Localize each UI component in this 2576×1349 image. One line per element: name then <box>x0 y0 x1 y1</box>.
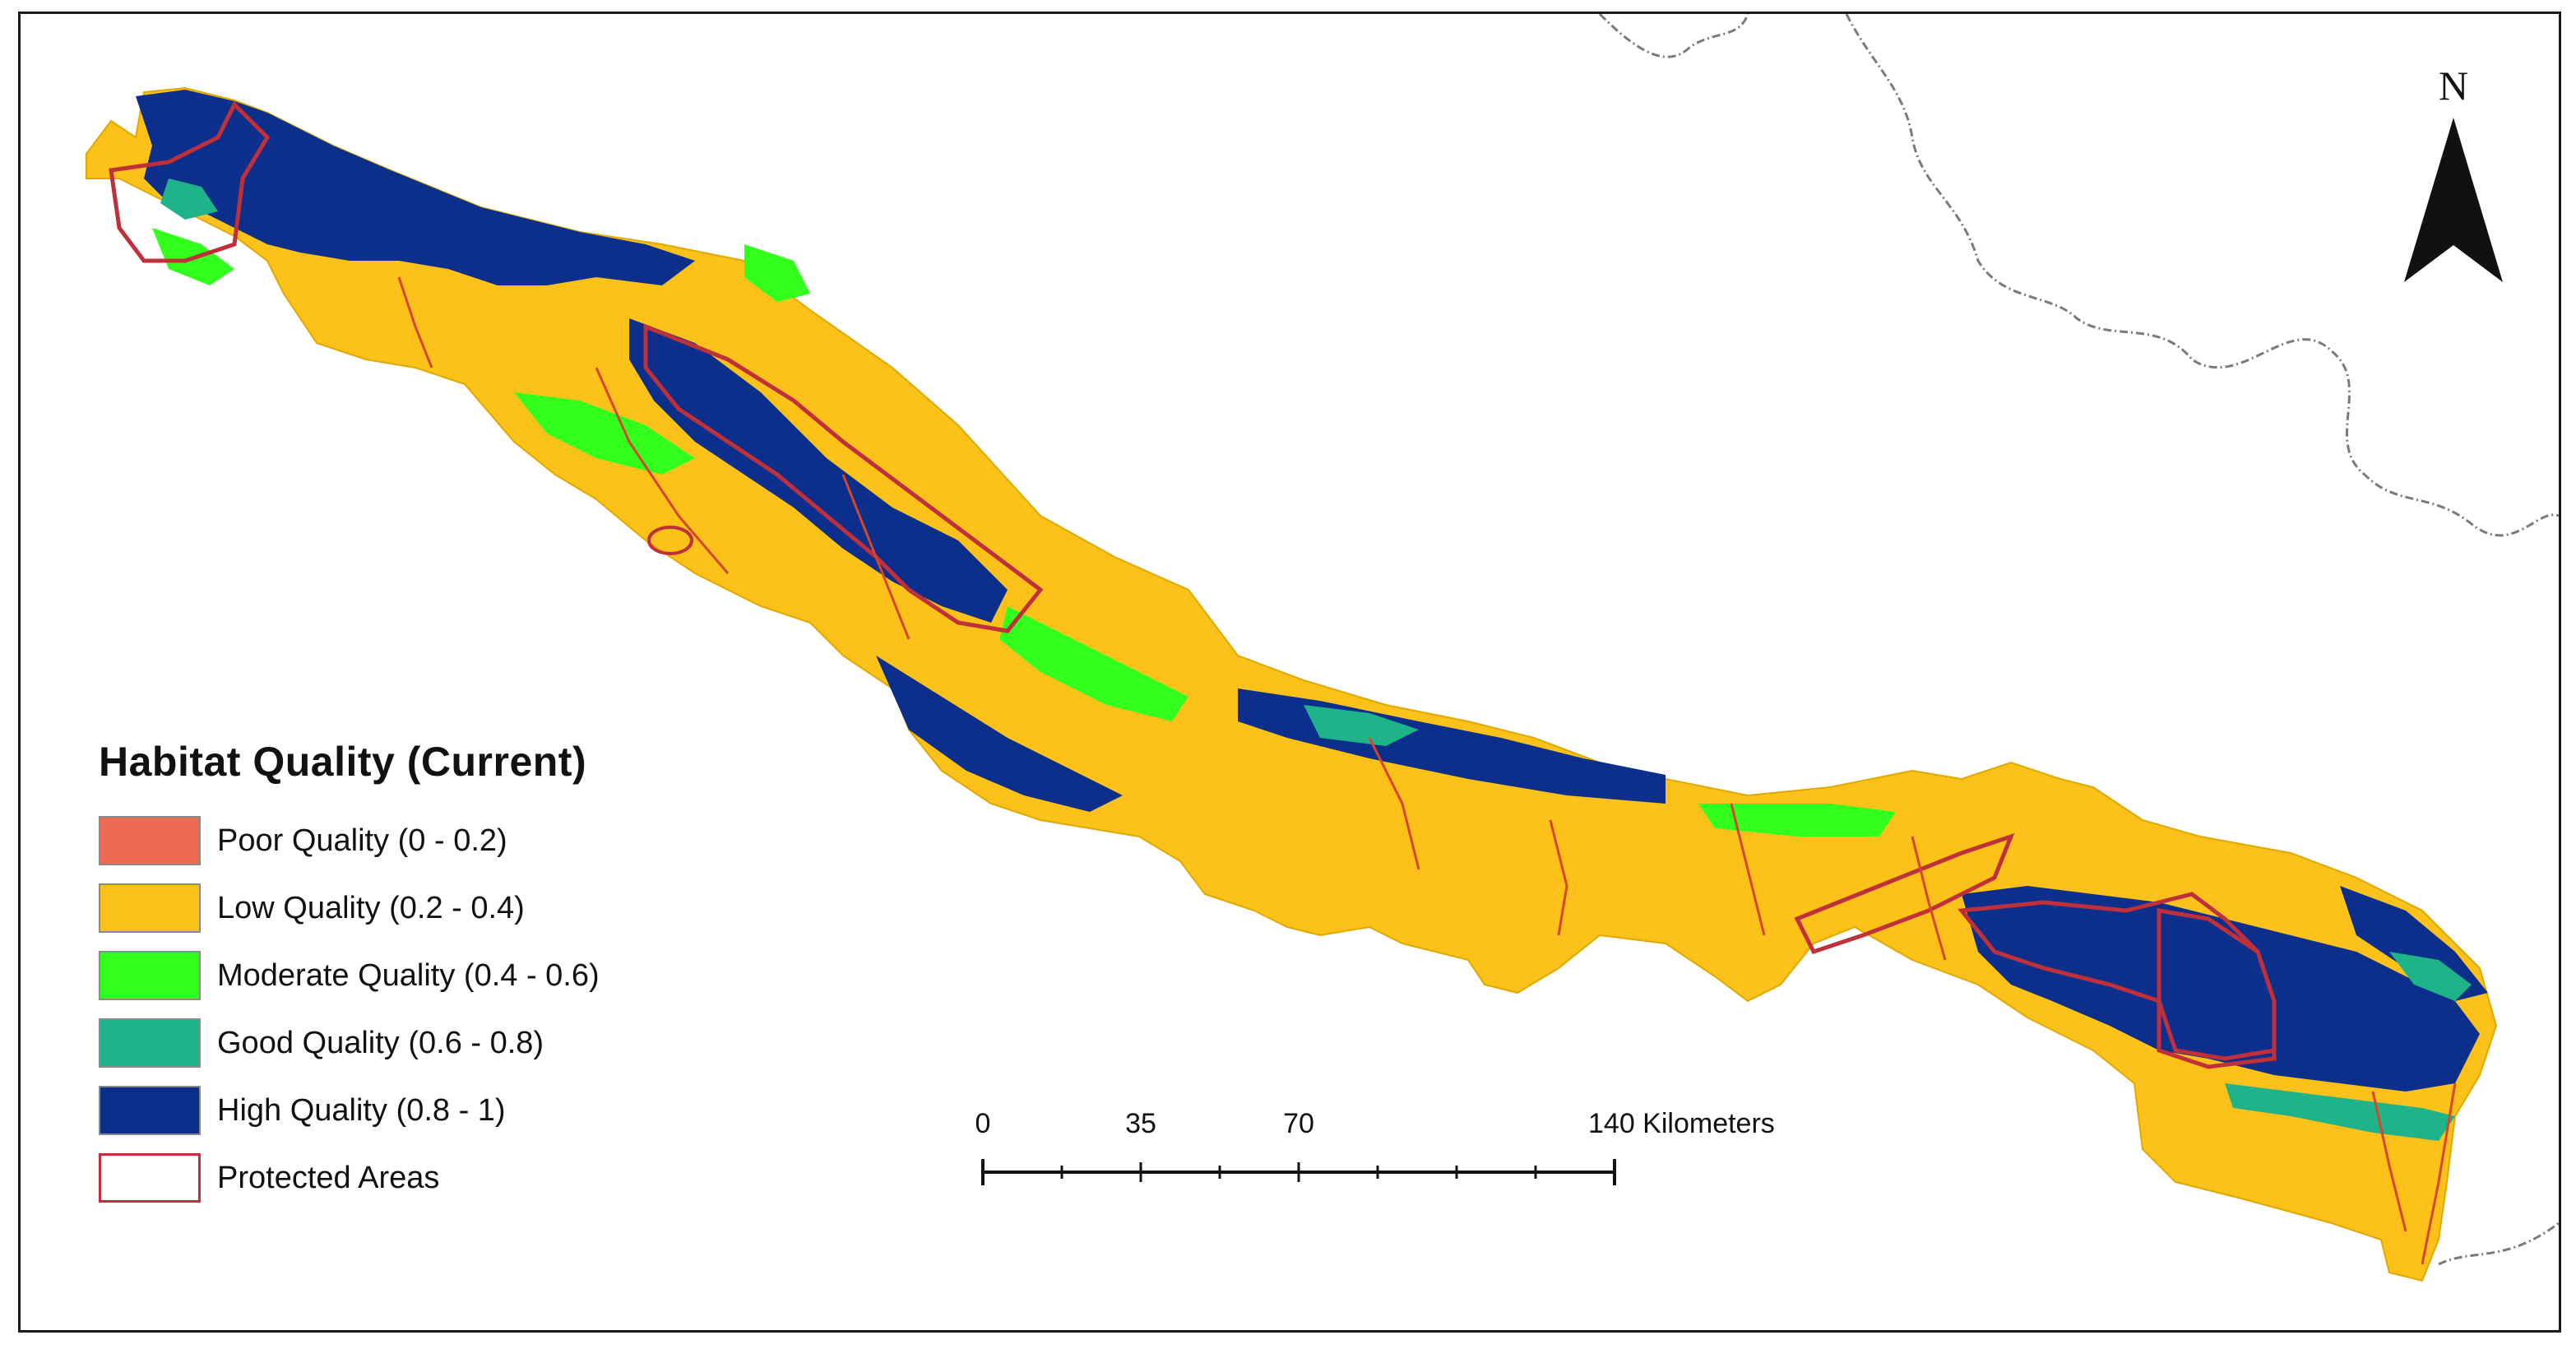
scale-bar-line <box>981 1159 1616 1185</box>
legend-label: High Quality (0.8 - 1) <box>217 1092 506 1128</box>
legend-label: Poor Quality (0 - 0.2) <box>217 823 507 858</box>
river-line <box>397 276 2457 1265</box>
legend-item-good: Good Quality (0.6 - 0.8) <box>99 1009 724 1077</box>
legend-swatch-poor <box>99 816 201 865</box>
legend-label: Low Quality (0.2 - 0.4) <box>217 890 525 925</box>
protected-area-outline <box>643 323 1044 633</box>
legend-item-low: Low Quality (0.2 - 0.4) <box>99 874 724 942</box>
legend-swatch-protected <box>99 1153 201 1203</box>
north-label: N <box>2438 63 2469 109</box>
legend-label: Good Quality (0.6 - 0.8) <box>217 1025 544 1060</box>
scale-bar: 0 35 70 140 Kilometers <box>950 1108 1855 1190</box>
habitat-moderate-quality-zone <box>744 244 810 302</box>
map-canvas <box>86 14 2559 1282</box>
legend-swatch-high <box>99 1086 201 1135</box>
habitat-good-quality-zone <box>1304 705 1419 746</box>
country-boundary-line <box>2438 1222 2559 1266</box>
legend-swatch-moderate <box>99 951 201 1000</box>
country-boundary-line <box>1598 14 2559 537</box>
habitat-high-quality-zone <box>629 318 1008 623</box>
habitat-moderate-quality-zone <box>514 392 695 475</box>
north-arrow-icon <box>2404 118 2503 282</box>
scale-label-35: 35 <box>1125 1108 1156 1139</box>
legend-item-high: High Quality (0.8 - 1) <box>99 1077 724 1144</box>
map-frame: Habitat Quality (Current) Poor Quality (… <box>18 12 2561 1333</box>
scale-label-70: 70 <box>1283 1108 1314 1139</box>
legend-label: Moderate Quality (0.4 - 0.6) <box>217 957 600 993</box>
legend-item-moderate: Moderate Quality (0.4 - 0.6) <box>99 942 724 1009</box>
legend: Habitat Quality (Current) Poor Quality (… <box>99 738 724 1212</box>
protected-area-outline <box>2157 908 2277 1069</box>
legend-item-protected: Protected Areas <box>99 1144 724 1212</box>
habitat-high-quality-zone <box>1962 886 2480 1092</box>
legend-label: Protected Areas <box>217 1160 440 1195</box>
legend-item-poor: Poor Quality (0 - 0.2) <box>99 807 724 874</box>
habitat-good-quality-zone <box>160 178 218 220</box>
habitat-moderate-quality-zone <box>1698 804 1896 837</box>
protected-area-outline <box>109 100 271 263</box>
habitat-moderate-quality-zone <box>999 606 1188 721</box>
habitat-good-quality-zone <box>2225 1083 2455 1141</box>
legend-swatch-low <box>99 883 201 933</box>
legend-title: Habitat Quality (Current) <box>99 739 587 785</box>
habitat-high-quality-zone <box>136 90 695 285</box>
protected-area-outline <box>647 526 693 555</box>
habitat-high-quality-zone <box>876 656 1123 812</box>
habitat-good-quality-zone <box>2389 952 2472 1001</box>
north-arrow: N <box>2396 62 2511 294</box>
scale-label-140: 140 Kilometers <box>1588 1108 1775 1139</box>
scale-label-0: 0 <box>975 1108 991 1139</box>
protected-area-outline <box>1794 832 2015 955</box>
legend-swatch-good <box>99 1018 201 1068</box>
